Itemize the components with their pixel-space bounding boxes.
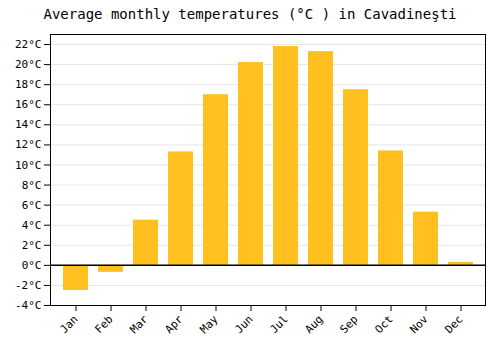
svg-text:22°C: 22°C: [15, 38, 42, 51]
svg-text:8°C: 8°C: [22, 179, 42, 192]
svg-text:20°C: 20°C: [15, 58, 42, 71]
svg-text:Jan: Jan: [57, 313, 80, 336]
svg-text:Apr: Apr: [162, 312, 186, 336]
svg-text:14°C: 14°C: [15, 118, 42, 131]
svg-text:6°C: 6°C: [22, 199, 42, 212]
svg-text:Sep: Sep: [337, 313, 360, 336]
svg-text:18°C: 18°C: [15, 78, 42, 91]
svg-text:Oct: Oct: [372, 313, 395, 336]
svg-text:Feb: Feb: [92, 313, 115, 336]
svg-text:10°C: 10°C: [15, 159, 42, 172]
svg-text:Mar: Mar: [127, 312, 151, 336]
svg-text:Aug: Aug: [302, 313, 325, 336]
svg-text:May: May: [197, 312, 221, 336]
svg-text:Jul: Jul: [267, 313, 290, 336]
svg-text:Nov: Nov: [407, 312, 431, 336]
svg-text:2°C: 2°C: [22, 239, 42, 252]
svg-text:12°C: 12°C: [15, 138, 42, 151]
svg-text:Dec: Dec: [442, 313, 465, 336]
svg-text:4°C: 4°C: [22, 219, 42, 232]
html-text:Average monthly temperatures (: Average monthly temperatures (°C ) in Ca…: [43, 6, 457, 22]
svg-text:0°C: 0°C: [22, 259, 42, 272]
svg-text:16°C: 16°C: [15, 98, 42, 111]
svg-text:-4°C: -4°C: [15, 299, 42, 312]
svg-text:-2°C: -2°C: [15, 279, 42, 292]
svg-text:Jun: Jun: [232, 313, 255, 336]
